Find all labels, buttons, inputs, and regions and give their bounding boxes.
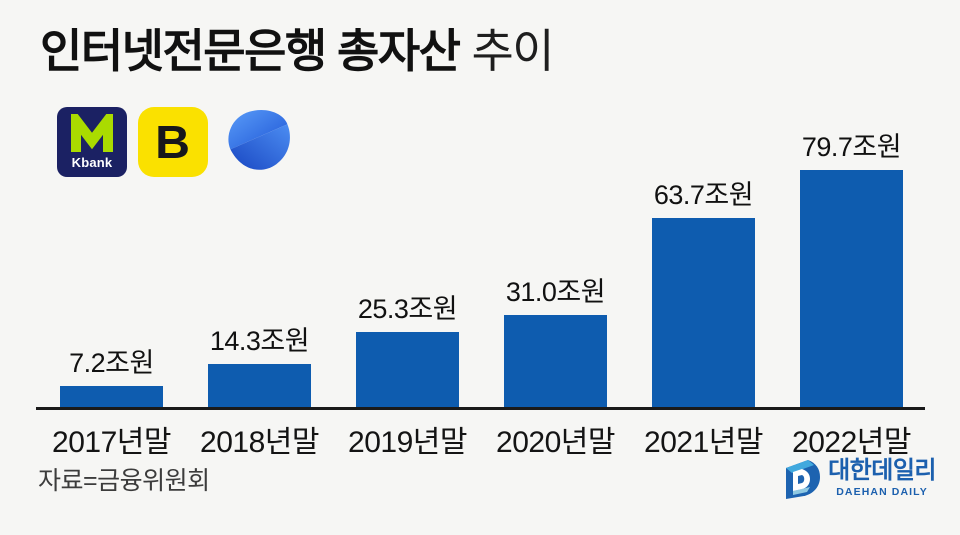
bar [60, 386, 163, 407]
publisher-logo: 대한데일리 DAEHAN DAILY [779, 456, 936, 500]
kakaobank-logo-letter: B [155, 116, 191, 168]
bar [652, 218, 755, 407]
bar [504, 315, 607, 407]
x-axis-label: 2022년말 [792, 426, 911, 459]
x-axis-label: 2018년말 [200, 426, 319, 459]
daehan-daily-icon [786, 460, 821, 499]
bar-value-label: 7.2조원 [69, 348, 154, 378]
tossbank-logo-icon [228, 109, 290, 170]
bar-value-label: 31.0조원 [505, 277, 606, 307]
x-axis-line [36, 407, 925, 410]
bar-value-label: 79.7조원 [801, 132, 902, 162]
kbank-logo: Kbank [57, 107, 127, 177]
publisher-text: 대한데일리 DAEHAN DAILY [828, 458, 936, 497]
x-axis-label: 2019년말 [348, 426, 467, 459]
bar [800, 170, 903, 407]
x-axis-label: 2020년말 [496, 426, 615, 459]
page-title: 인터넷전문은행 총자산 추이 [40, 24, 555, 79]
bar [208, 364, 311, 407]
page-title-suffix: 추이 [471, 25, 554, 77]
kbank-logo-label: Kbank [71, 155, 113, 170]
bar-value-label: 25.3조원 [357, 294, 458, 324]
kakaobank-logo: B [138, 107, 208, 177]
bar-value-label: 14.3조원 [209, 326, 310, 356]
publisher-sub: DAEHAN DAILY [836, 485, 928, 498]
source-note: 자료=금융위원회 [38, 467, 210, 495]
x-axis-label: 2021년말 [644, 426, 763, 459]
publisher-name: 대한데일리 [828, 457, 936, 485]
bar [356, 332, 459, 407]
kbank-m-icon [71, 114, 113, 152]
bank-logos: Kbank B [57, 107, 297, 177]
bar-chart: 7.2조원 14.3조원 25.3조원 31.0조원 63.7조원 79.7조원 2017… [36, 132, 925, 459]
x-axis-label: 2017년말 [52, 426, 171, 459]
page-title-main: 인터넷전문은행 총자산 [40, 25, 461, 77]
bar-value-label: 63.7조원 [653, 180, 754, 210]
